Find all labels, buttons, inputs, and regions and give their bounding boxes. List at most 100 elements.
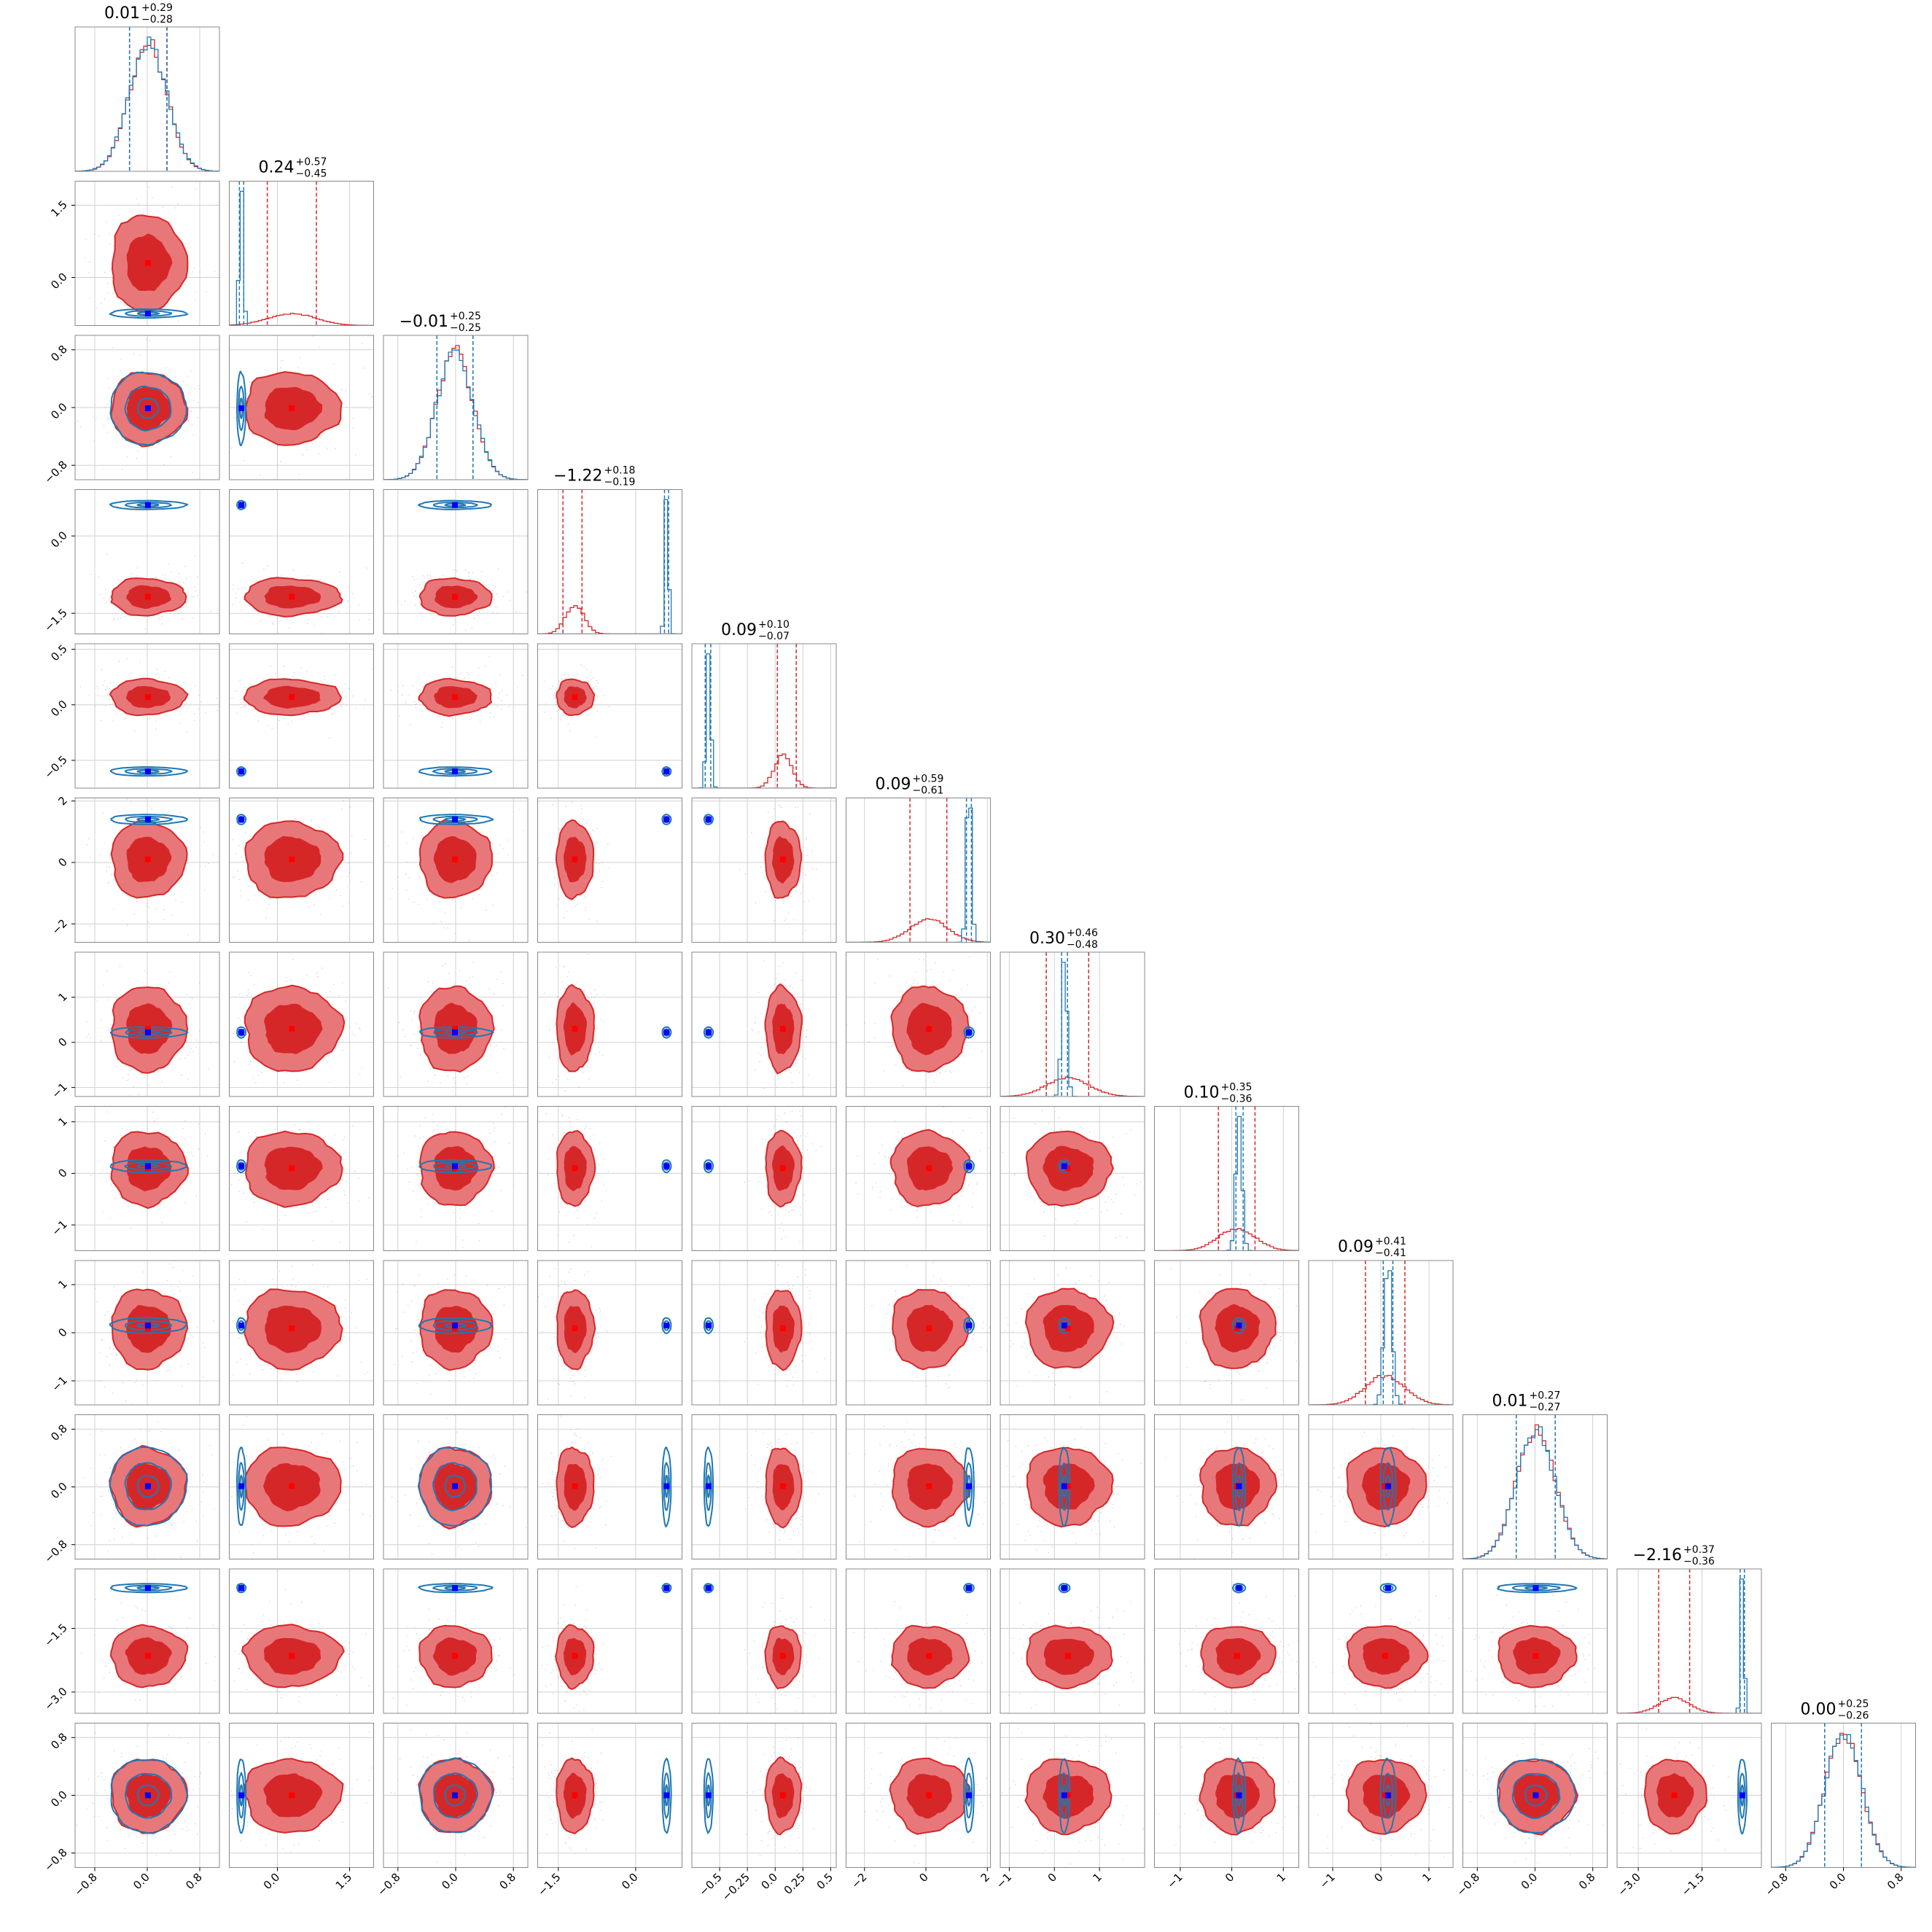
contour-blue (418, 1583, 494, 1594)
scatter-points (76, 1724, 219, 1856)
truth-marker-red (289, 1165, 295, 1172)
histogram-red (229, 313, 374, 326)
contour-blue (433, 1028, 478, 1037)
contour-blue (109, 371, 187, 446)
truth-marker-blue (144, 1029, 151, 1036)
contour-blue (1058, 1317, 1071, 1334)
panel-frame (691, 951, 837, 1097)
contour-panel-11-6: −1 0 1 (994, 1723, 1145, 1891)
truth-marker-blue (144, 1483, 151, 1489)
param-title-plus-7: +0.35 (1221, 1082, 1253, 1094)
contour-panel-10-0: −3.0 −1.5 (42, 1568, 220, 1714)
truth-marker-blue (452, 502, 459, 508)
param-title-minus-11: −0.26 (1838, 1710, 1869, 1722)
contour-panel-10-5 (846, 1568, 991, 1714)
truth-marker-red (289, 405, 295, 411)
contour-panel-8-4 (691, 1260, 837, 1406)
truth-marker-blue (452, 1029, 459, 1036)
param-title-plus-11: +0.25 (1838, 1699, 1869, 1710)
truth-marker-blue (663, 1323, 670, 1329)
histogram-blue (846, 807, 991, 943)
contour-panel-6-2 (383, 951, 529, 1097)
truth-marker-blue (663, 1163, 670, 1169)
truth-marker-blue (705, 1323, 712, 1329)
histogram-panel-8: 0.09 +0.41−0.41 (1308, 1236, 1454, 1406)
panel-content (232, 499, 370, 634)
truth-marker-blue (966, 1585, 973, 1592)
panel-content (544, 954, 672, 1091)
contour-blue (965, 1772, 973, 1819)
contour-blue (1231, 1757, 1246, 1834)
contour-panel-8-3 (537, 1260, 682, 1406)
contour-blue (418, 1159, 493, 1174)
x-tick-label: −0.8 (1763, 1871, 1791, 1898)
contour-blue (444, 817, 466, 822)
truth-marker-blue (705, 1163, 712, 1169)
contour-blue (109, 1026, 189, 1039)
contour-blue (1379, 1446, 1398, 1527)
truth-marker-blue (144, 816, 151, 822)
panel-content (1465, 1734, 1607, 1864)
y-tick-label: 0.0 (48, 529, 70, 550)
truth-marker-blue (238, 816, 244, 822)
truth-marker-blue (238, 1029, 244, 1036)
contour-blue (432, 1584, 478, 1592)
truth-marker-blue (452, 1483, 459, 1489)
contour-blue (124, 310, 173, 317)
truth-marker-blue (144, 1163, 151, 1169)
contour-panel-5-3 (537, 798, 682, 943)
panel-content (229, 665, 374, 777)
panel-content (391, 1729, 514, 1863)
contour-blue (444, 1784, 466, 1807)
panel-frame (846, 951, 991, 1097)
panel-content (95, 1263, 214, 1404)
panel-frame (229, 489, 374, 634)
contour-panel-9-8 (1308, 1414, 1454, 1559)
contour-blue (1511, 1773, 1561, 1820)
contour-blue (963, 1026, 975, 1039)
panel-content (542, 1415, 672, 1549)
param-title-4: 0.09 (721, 621, 757, 639)
panel-frame (537, 1723, 682, 1868)
truth-marker-red (144, 260, 151, 266)
truth-marker-blue (238, 502, 244, 508)
contour-blue (124, 1584, 173, 1592)
y-tick-label: −1.5 (42, 606, 69, 634)
param-title-6: 0.30 (1029, 930, 1065, 948)
param-title-plus-10: +0.37 (1683, 1544, 1715, 1556)
param-title-minus-6: −0.48 (1067, 939, 1098, 951)
truth-marker-blue (705, 1029, 712, 1036)
panel-frame (537, 951, 682, 1097)
param-title-minus-0: −0.28 (141, 14, 173, 26)
contour-panel-10-8 (1308, 1568, 1454, 1714)
contour-panel-2-0: −0.8 0.0 0.8 (42, 335, 220, 486)
panel-frame (846, 1106, 991, 1251)
y-tick-label: −1 (49, 1080, 69, 1101)
scatter-points (542, 1729, 604, 1855)
histogram-panel-3: −1.22 +0.18−0.19 (537, 465, 682, 634)
truth-marker-blue (663, 768, 670, 775)
x-tick-label: 0.0 (1827, 1871, 1849, 1893)
contour-panel-4-2 (383, 643, 529, 789)
panel-frame (691, 1723, 837, 1868)
y-tick-label: −0.8 (42, 1538, 69, 1565)
param-title-plus-9: +0.27 (1530, 1390, 1561, 1402)
truth-marker-blue (1061, 1323, 1067, 1329)
panel-content (545, 1113, 672, 1247)
y-tick-label: 0 (55, 1325, 69, 1339)
corner-panels: 0.01 +0.29−0.280.01.50.24 +0.57−0.45−0.80.… (42, 2, 1916, 1904)
histogram-red (1154, 1228, 1299, 1251)
y-tick-label: 0 (55, 1035, 69, 1049)
panel-frame (537, 643, 682, 789)
x-tick-label: 0.8 (183, 1871, 205, 1893)
panel-frame (229, 335, 374, 480)
contour-blue (444, 1030, 467, 1035)
x-tick-label: 0.0 (261, 1871, 283, 1893)
truth-marker-blue (238, 1163, 244, 1169)
truth-marker-blue (966, 1483, 973, 1489)
contour-blue (432, 1320, 478, 1331)
contour-blue (432, 502, 479, 509)
contour-blue (418, 1757, 494, 1834)
contour-panel-9-2 (383, 1414, 529, 1559)
histogram-panel-10: −2.16 +0.37−0.36 (1616, 1544, 1762, 1714)
